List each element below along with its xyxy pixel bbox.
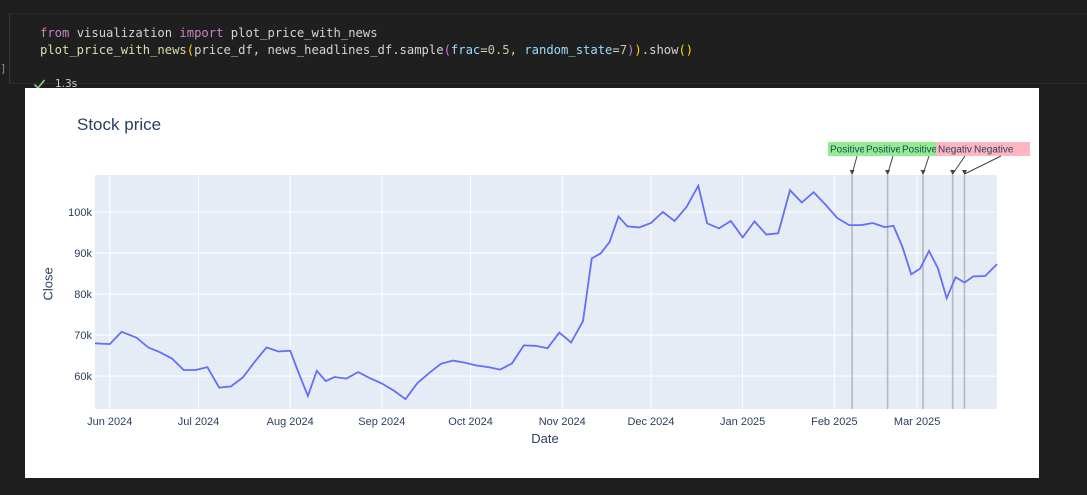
execution-time: 1.3s: [55, 78, 78, 90]
param-frac: frac: [450, 43, 481, 57]
code-line-1[interactable]: from visualization import plot_price_wit…: [40, 25, 378, 41]
comma: ,: [509, 43, 525, 57]
keyword-import: import: [179, 26, 224, 40]
plot-area: [95, 175, 997, 409]
cell-output: Jun 2024 Jul 2024 Aug 2024 Sep 2024 Oct 2024…: [25, 88, 1039, 478]
annotation-label: Positive: [830, 145, 865, 156]
x-tick-label: Dec 2024: [627, 416, 674, 428]
code-line-2[interactable]: plot_price_with_news(price_df, news_head…: [40, 42, 693, 58]
y-tick-label: 80k: [74, 289, 92, 301]
chart-title: Stock price: [77, 115, 162, 134]
frac-value: 0.5: [487, 43, 510, 57]
annotation-arrowhead: [920, 170, 926, 175]
annotation-label: Negative: [938, 145, 978, 156]
paren-close: ): [634, 43, 642, 57]
arg-price-df: price_df,: [194, 43, 268, 57]
function-name: plot_price_with_news: [40, 43, 187, 57]
arg-sample-call: news_headlines_df.sample: [267, 43, 444, 57]
y-tick-label: 100k: [68, 207, 92, 219]
cell-bracket-marker: ]: [0, 62, 7, 75]
equals-sign: =: [480, 43, 488, 57]
annotation-label: Positive: [902, 145, 937, 156]
random-state-value: 7: [619, 43, 628, 57]
x-tick-label: Mar 2025: [894, 416, 940, 428]
y-tick-label: 70k: [74, 330, 92, 342]
x-axis-ticks: Jun 2024 Jul 2024 Aug 2024 Sep 2024 Oct 2024…: [87, 416, 940, 428]
paren-open: (: [186, 43, 195, 57]
annotation-arrow: [952, 155, 966, 175]
module-name: visualization: [69, 26, 180, 40]
code-cell[interactable]: from visualization import plot_price_wit…: [9, 13, 1087, 90]
x-tick-label: Nov 2024: [539, 416, 586, 428]
annotation-label: Negative: [974, 145, 1014, 156]
paren-open-inner: (: [443, 43, 451, 57]
x-tick-label: Jun 2024: [87, 416, 132, 428]
y-tick-label: 60k: [74, 371, 92, 383]
price-line-series[interactable]: [94, 183, 998, 401]
annotation-arrowhead: [950, 170, 956, 175]
equals-sign: =: [612, 43, 620, 57]
x-tick-label: Sep 2024: [358, 416, 405, 428]
x-tick-label: Jul 2024: [178, 416, 220, 428]
keyword-from: from: [40, 26, 70, 40]
x-axis-label: Date: [531, 431, 559, 446]
show-parens: (): [678, 43, 694, 57]
x-tick-label: Jan 2025: [720, 416, 765, 428]
news-marker-lines: [851, 175, 966, 409]
y-axis-label: Close: [40, 267, 56, 301]
annotation-arrowhead: [849, 170, 855, 175]
annotation-arrowhead: [961, 170, 967, 175]
imported-name: plot_price_with_news: [223, 26, 378, 40]
x-tick-label: Aug 2024: [267, 416, 314, 428]
y-axis-ticks: 60k 70k 80k 90k 100k: [68, 207, 92, 383]
annotation-arrow: [964, 155, 1002, 175]
annotation-box: [972, 142, 1030, 156]
annotation-label: Positive: [866, 145, 901, 156]
annotation-arrowhead: [885, 170, 891, 175]
y-tick-label: 90k: [74, 248, 92, 260]
show-method: .show: [641, 43, 679, 57]
price-chart[interactable]: Jun 2024 Jul 2024 Aug 2024 Sep 2024 Oct 2024…: [25, 88, 1039, 478]
param-random-state: random_state: [524, 43, 613, 57]
x-tick-label: Oct 2024: [448, 416, 493, 428]
x-tick-label: Feb 2025: [811, 416, 857, 428]
paren-close-inner: ): [627, 43, 635, 57]
